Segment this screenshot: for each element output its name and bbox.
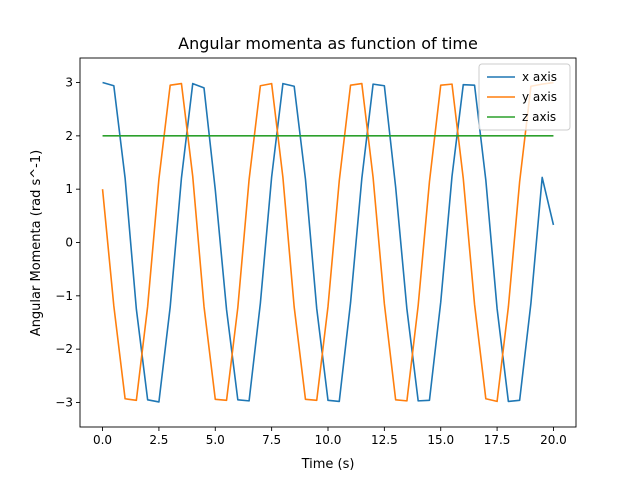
chart-title: Angular momenta as function of time [178,34,478,53]
y-axis-ticks: 3 2 1 0 −1 −2 −3 [55,76,80,409]
x-tick-label: 0.0 [93,433,112,447]
legend-label: x axis [522,70,557,84]
y-tick-label: 0 [65,236,73,250]
x-tick-label: 2.5 [149,433,168,447]
legend: x axis y axis z axis [478,63,571,131]
legend-box [478,63,571,131]
y-tick-label: −3 [55,395,73,409]
legend-label: y axis [522,90,557,104]
x-tick-label: 20.0 [540,433,567,447]
x-tick-label: 5.0 [206,433,225,447]
y-tick-label: 2 [65,129,73,143]
y-tick-label: 3 [65,76,73,90]
series-line-1 [101,81,554,403]
x-axis-label: Time (s) [301,457,355,472]
x-axis-ticks: 0.0 2.5 5.0 7.5 10.0 12.5 15.0 17.5 20.0 [93,427,567,447]
legend-label: z axis [522,110,556,124]
x-tick-label: 15.0 [427,433,454,447]
x-tick-label: 7.5 [262,433,281,447]
y-tick-label: −1 [55,289,73,303]
x-tick-label: 12.5 [371,433,398,447]
x-tick-label: 10.0 [315,433,342,447]
y-tick-label: 1 [65,182,73,196]
series-line-0 [102,81,555,403]
x-tick-label: 17.5 [484,433,511,447]
y-tick-label: −2 [55,342,73,356]
y-axis-label: Angular Momenta (rad s^-1) [29,150,44,336]
